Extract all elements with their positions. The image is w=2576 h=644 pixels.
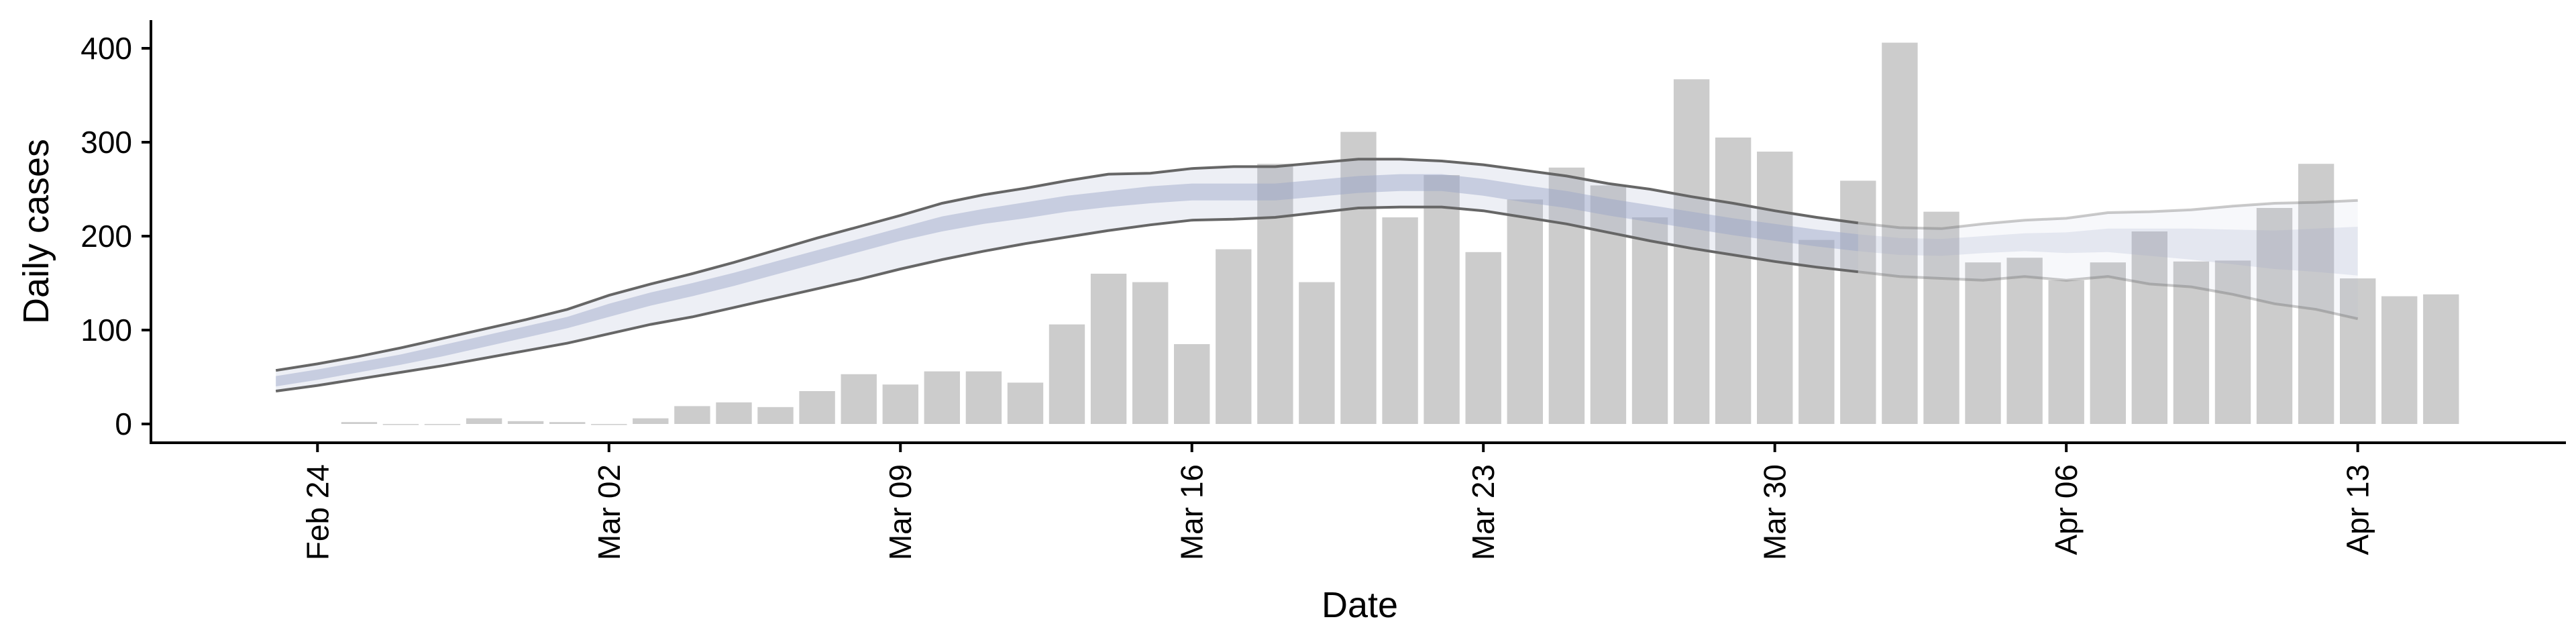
daily-cases-bar (2298, 164, 2334, 424)
daily-cases-bar (1382, 217, 1418, 424)
daily-cases-bar (1590, 185, 1627, 424)
y-axis-title: Daily cases (16, 139, 56, 324)
y-tick-label: 0 (115, 407, 132, 441)
x-axis-title: Date (1322, 585, 1398, 625)
daily-cases-bar (1631, 217, 1668, 424)
estimate-lower-line (275, 205, 1859, 392)
daily-cases-bar (1715, 138, 1752, 424)
daily-cases-bar (2048, 280, 2084, 424)
daily-cases-bar (2131, 231, 2167, 424)
daily-cases-bar (1216, 249, 1252, 424)
x-tick-label: Apr 13 (2341, 464, 2375, 555)
x-tick-label: Mar 16 (1175, 464, 1210, 560)
daily-cases-bar (507, 421, 544, 424)
daily-cases-bar (1840, 180, 1876, 424)
daily-cases-bar (1923, 211, 1960, 424)
daily-cases-bar (2256, 208, 2293, 424)
daily-cases-bar (1548, 167, 1585, 425)
estimate-outer-band (276, 159, 1858, 391)
y-tick-label: 200 (80, 219, 132, 254)
daily-cases-bar (1132, 282, 1169, 424)
bars-layer (341, 42, 2459, 425)
daily-cases-bar (2381, 296, 2418, 424)
x-tick-label: Mar 02 (592, 464, 627, 560)
daily-cases-bar (757, 407, 794, 424)
daily-cases-bar (841, 374, 877, 424)
daily-cases-bar (633, 418, 669, 424)
y-tick-label: 400 (80, 31, 132, 66)
forecast-upper-line (1858, 199, 2358, 230)
estimate-upper-line (275, 158, 1859, 372)
y-tick-label: 300 (80, 125, 132, 160)
daily-cases-bar (1965, 262, 2001, 424)
daily-cases-bar (2090, 262, 2126, 424)
forecast-inner-band (1858, 227, 2358, 276)
daily-cases-bar (1090, 274, 1127, 424)
daily-cases-bar (924, 371, 960, 424)
daily-cases-bar (2006, 258, 2043, 424)
daily-cases-bar (1882, 42, 1918, 425)
daily-cases-bar (716, 402, 752, 424)
daily-cases-bar (1424, 175, 1460, 424)
daily-cases-bar (549, 422, 586, 424)
daily-cases-bar (799, 391, 835, 424)
y-tick-label: 100 (80, 313, 132, 347)
daily-cases-bar (424, 424, 461, 425)
x-tick-label: Apr 06 (2049, 464, 2084, 555)
forecast-outer-band (1858, 200, 2358, 319)
daily-cases-bar (674, 406, 710, 424)
daily-cases-bar (341, 422, 378, 424)
daily-cases-bar (1673, 79, 1710, 424)
daily-cases-bar (1007, 382, 1044, 424)
daily-cases-bar (382, 424, 419, 425)
labels-layer: Date Daily cases 0 100 200 300 400 Feb 24 Mar … (16, 31, 2375, 625)
daily-cases-bar (965, 371, 1002, 424)
daily-cases-bar (1757, 152, 1793, 424)
daily-cases-bar (1174, 344, 1210, 424)
daily-cases-bar (2340, 278, 2376, 424)
daily-cases-bar (2173, 261, 2210, 424)
daily-cases-bar (2423, 294, 2459, 424)
daily-cases-bar (2214, 260, 2251, 424)
daily-cases-bar (882, 384, 918, 424)
x-tick-label: Mar 09 (883, 464, 918, 560)
daily-cases-bar (1465, 252, 1501, 424)
estimate-layer (275, 158, 2359, 392)
daily-cases-bar (591, 424, 627, 425)
daily-cases-bar (1049, 324, 1085, 424)
daily-cases-bar (1507, 199, 1543, 424)
x-tick-label: Mar 23 (1466, 464, 1501, 560)
axes-layer (142, 20, 2566, 452)
daily-cases-bar (1299, 282, 1335, 424)
x-tick-label: Mar 30 (1758, 464, 1792, 560)
forecast-lower-line (1858, 270, 2359, 321)
daily-cases-bar (1340, 131, 1377, 424)
daily-cases-bar (466, 418, 502, 424)
daily-cases-bar (1799, 239, 1835, 424)
daily-cases-bar (1257, 164, 1293, 424)
x-tick-label: Feb 24 (300, 464, 335, 560)
